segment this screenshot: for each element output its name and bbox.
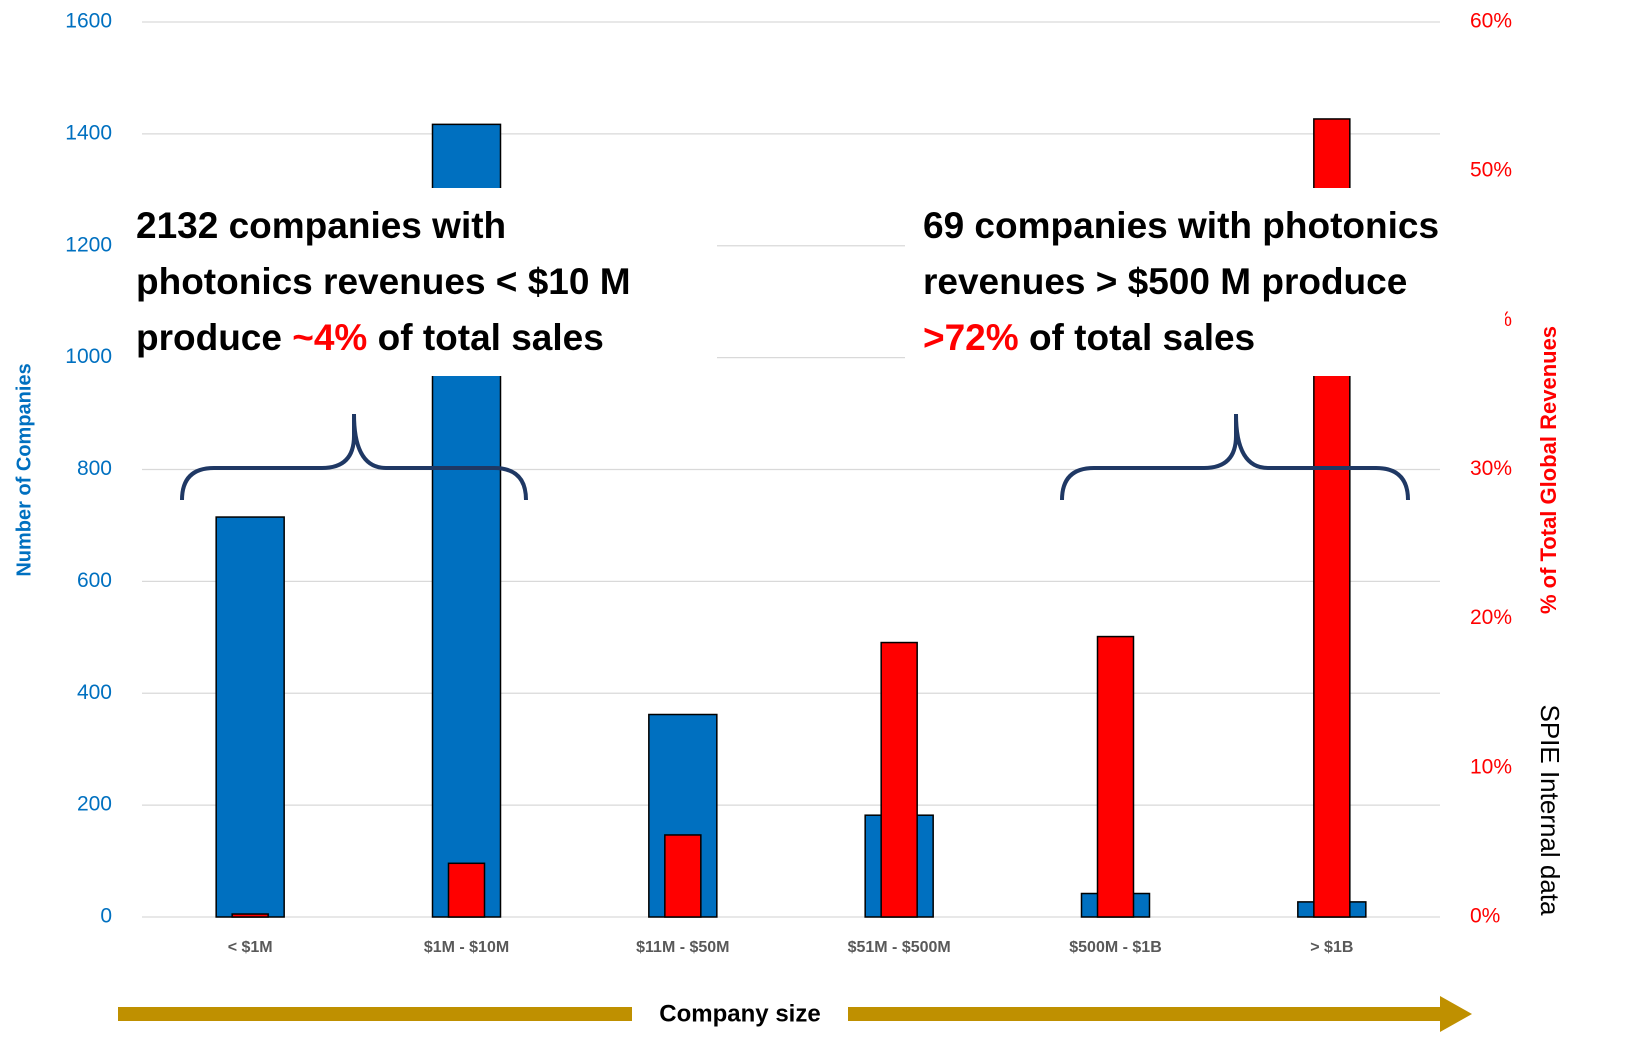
annotation-part: 69 companies with photonics [923, 205, 1439, 246]
annotations: 2132 companies with photonics revenues < … [130, 188, 1505, 376]
annotation-part: photonics revenues < $10 M [136, 261, 631, 302]
x-tick-label: $500M - $1B [1069, 939, 1162, 956]
y-tick-label: 200 [77, 793, 112, 816]
label-bg [632, 996, 848, 1032]
bar [1096, 635, 1135, 918]
x-tick-label: $1M - $10M [424, 939, 509, 956]
annotation-part: 2132 companies with [136, 205, 506, 246]
annotation-part: of total sales [1019, 317, 1255, 358]
annotation: revenues > $500 M produce [923, 261, 1407, 302]
annotation: >72% of total sales [923, 317, 1255, 358]
y-tick-label: 800 [77, 457, 112, 480]
y-tick-label: 0 [100, 905, 112, 928]
x-axis-title: Company size [659, 1000, 820, 1027]
y2-tick-label: 10% [1470, 755, 1512, 778]
annotation: 69 companies with photonics [923, 205, 1439, 246]
y-tick-label: 400 [77, 681, 112, 704]
y2-tick-label: 50% [1470, 159, 1512, 182]
y-tick-label: 1200 [65, 233, 112, 256]
annotation: 2132 companies with [136, 205, 506, 246]
grid: 0 200 400 600 800 1000 1200 1400 1600 0% 10% 20% 30%… [65, 10, 1512, 928]
brace [180, 413, 528, 501]
y2-tick-label: 20% [1470, 606, 1512, 629]
annotation-part: of total sales [367, 317, 603, 358]
bar [231, 913, 269, 918]
annotation-bg [130, 188, 717, 376]
x-tick-label: $51M - $500M [848, 939, 951, 956]
y2-tick-label: 0% [1470, 905, 1500, 928]
bar [215, 516, 285, 918]
y2-tick-label: 30% [1470, 457, 1512, 480]
brace [1060, 413, 1410, 501]
source: SPIE Internal data [1535, 704, 1565, 916]
x-tick-label: < $1M [228, 939, 273, 956]
x-tick-label: $11M - $50M [636, 939, 729, 956]
y2-tick-label: 60% [1470, 10, 1512, 33]
y2-axis-title: % of Total Global Revenues [1536, 326, 1561, 614]
x-tick-label: > $1B [1310, 939, 1353, 956]
y-tick-label: 1000 [65, 345, 112, 368]
annotation-part: >72% [923, 317, 1019, 358]
bar [664, 834, 702, 918]
annotation-part: revenues > $500 M produce [923, 261, 1407, 302]
annotation-part: produce [136, 317, 292, 358]
bar [880, 641, 918, 918]
y-tick-label: 1600 [65, 10, 112, 33]
y-tick-label: 600 [77, 569, 112, 592]
y-axis-title: Number of Companies [13, 363, 35, 576]
annotation: photonics revenues < $10 M [136, 261, 631, 302]
y-tick-label: 1400 [65, 121, 112, 144]
annotation-bg [905, 188, 1505, 376]
annotation: produce ~4% of total sales [136, 317, 604, 358]
bar [447, 862, 486, 918]
annotation-part: ~4% [292, 317, 367, 358]
arrow-head [1440, 996, 1472, 1032]
